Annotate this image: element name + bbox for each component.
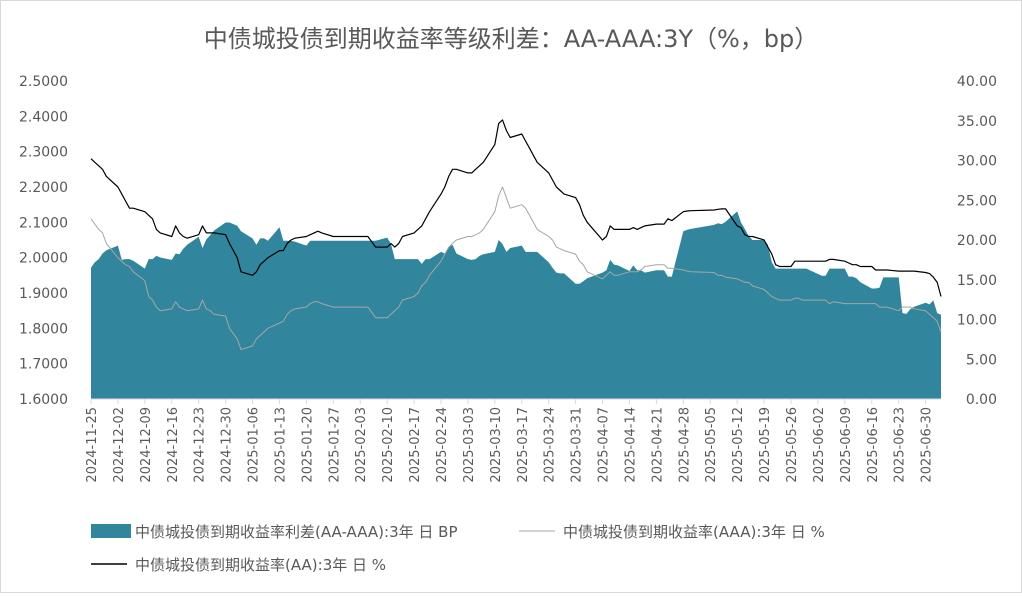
legend-swatch-spread <box>91 524 131 538</box>
legend-label: 中债城投债到期收益率(AA):3年 日 % <box>135 556 386 574</box>
x-axis-tick-label: 2025-01-13 <box>274 407 289 483</box>
x-axis-tick-label: 2025-06-23 <box>893 407 908 483</box>
left-axis-tick-label: 1.8000 <box>19 321 68 337</box>
spread-area-series <box>91 211 941 399</box>
x-axis-tick-label: 2025-03-10 <box>489 407 504 483</box>
right-axis-tick-label: 25.00 <box>957 193 997 209</box>
left-axis-tick-label: 2.5000 <box>19 74 68 90</box>
x-axis-tick-label: 2025-04-07 <box>597 407 612 483</box>
x-axis-tick-label: 2025-03-24 <box>543 407 558 483</box>
x-axis-tick-label: 2025-03-03 <box>462 407 477 483</box>
legend-label: 中债城投债到期收益率利差(AA-AAA):3年 日 BP <box>135 523 458 541</box>
x-axis-tick-label: 2025-05-05 <box>704 407 719 483</box>
aa-yield-line <box>90 119 942 297</box>
x-axis-tick-label: 2024-12-02 <box>112 407 127 483</box>
x-axis-tick-label: 2025-01-20 <box>300 407 315 483</box>
x-axis-tick-label: 2025-04-14 <box>624 407 639 483</box>
x-axis-tick-label: 2025-06-02 <box>812 407 827 483</box>
x-axis-tick-label: 2025-04-28 <box>677 407 692 483</box>
left-axis-tick-label: 2.1000 <box>19 215 68 231</box>
x-axis-tick-label: 2025-01-27 <box>327 407 342 483</box>
left-axis-tick-label: 2.0000 <box>19 251 68 267</box>
x-axis-tick-label: 2025-05-26 <box>785 407 800 483</box>
x-axis-tick-label: 2025-02-17 <box>408 407 423 483</box>
left-axis-tick-label: 1.9000 <box>19 286 68 302</box>
aaa-yield-line <box>90 186 942 350</box>
left-axis-tick-label: 2.4000 <box>19 109 68 125</box>
x-axis-tick-label: 2025-05-19 <box>758 407 773 483</box>
right-axis-tick-label: 20.00 <box>957 233 997 249</box>
x-axis-tick-label: 2025-02-03 <box>354 407 369 483</box>
x-axis-tick-label: 2025-03-17 <box>516 407 531 483</box>
left-axis-tick-label: 1.6000 <box>19 392 68 408</box>
x-axis-tick-label: 2024-12-30 <box>220 407 235 483</box>
x-axis-tick-label: 2025-06-09 <box>839 407 854 483</box>
x-axis-tick-label: 2024-12-09 <box>139 407 154 483</box>
x-axis-tick-label: 2024-12-23 <box>193 407 208 483</box>
x-axis-tick-label: 2025-04-21 <box>650 407 665 483</box>
right-axis-tick-label: 15.00 <box>957 273 997 289</box>
x-axis-tick-label: 2025-02-10 <box>381 407 396 483</box>
x-axis-tick-label: 2025-02-24 <box>435 407 450 483</box>
right-axis-tick-label: 30.00 <box>957 154 997 170</box>
x-axis-tick-label: 2025-05-12 <box>731 407 746 483</box>
x-axis-tick-label: 2024-12-16 <box>166 407 181 483</box>
legend-label: 中债城投债到期收益率(AAA):3年 日 % <box>563 523 825 541</box>
x-axis-tick-label: 2025-06-30 <box>920 407 935 483</box>
right-axis-tick-label: 40.00 <box>957 74 997 90</box>
x-axis-tick-label: 2024-11-25 <box>85 407 100 483</box>
x-axis-tick-label: 2025-06-16 <box>866 407 881 483</box>
x-axis-tick-label: 2025-03-31 <box>570 407 585 483</box>
right-axis-tick-label: 10.00 <box>957 313 997 329</box>
left-axis-tick-label: 2.2000 <box>19 180 68 196</box>
x-axis-tick-label: 2025-01-06 <box>247 407 262 483</box>
legend: 中债城投债到期收益率利差(AA-AAA):3年 日 BP 中债城投债到期收益率(A… <box>91 523 825 574</box>
chart-title: 中债城投债到期收益率等级利差：AA-AAA:3Y（%，bp） <box>204 25 819 53</box>
right-axis-tick-label: 0.00 <box>966 392 997 408</box>
left-axis-tick-label: 1.7000 <box>19 357 68 373</box>
right-axis-tick-label: 35.00 <box>957 114 997 130</box>
left-axis-tick-label: 2.3000 <box>19 145 68 161</box>
right-axis-tick-label: 5.00 <box>966 352 997 368</box>
